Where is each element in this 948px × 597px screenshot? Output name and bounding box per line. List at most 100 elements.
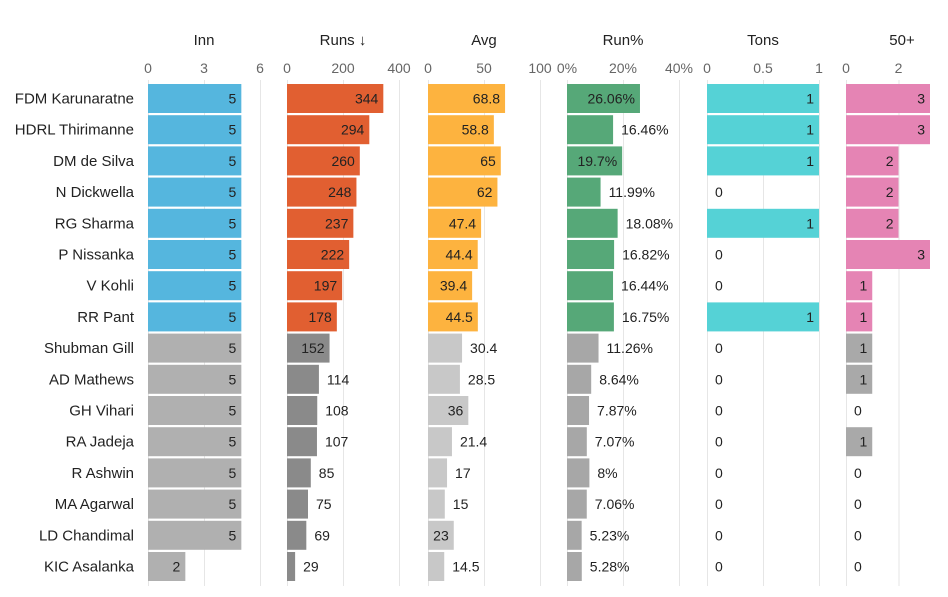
bar-avg: [428, 177, 498, 207]
value-label-fifties: 0: [854, 403, 862, 419]
bar-inn: [148, 146, 242, 176]
bar-tons: [707, 115, 819, 145]
value-label-runs: 197: [314, 278, 338, 294]
value-label-tons: 0: [715, 403, 723, 419]
value-label-runs: 344: [355, 91, 379, 107]
value-label-avg: 68.8: [473, 91, 500, 107]
value-label-fifties: 1: [859, 309, 867, 325]
player-name: DM de Silva: [53, 153, 135, 170]
bar-runs: [287, 333, 330, 363]
value-label-avg: 44.4: [445, 247, 472, 263]
value-label-tons: 0: [715, 527, 723, 543]
value-label-tons: 1: [806, 309, 814, 325]
value-label-tons: 1: [806, 122, 814, 138]
bar-avg: [428, 84, 506, 113]
bar-fifties: [846, 115, 930, 145]
bar-inn: [148, 458, 242, 488]
tick-label-runpct: 0%: [557, 60, 577, 76]
value-label-fifties: 2: [886, 215, 894, 231]
tick-label-inn: 3: [200, 60, 208, 76]
player-name: FDM Karunaratne: [15, 91, 134, 108]
value-label-inn: 5: [229, 215, 237, 231]
value-label-runs: 222: [321, 247, 345, 263]
bar-inn: [148, 427, 242, 457]
bar-fifties: [846, 177, 899, 207]
tick-label-runpct: 20%: [609, 60, 637, 76]
value-label-fifties: 2: [886, 184, 894, 200]
player-name: RR Pant: [77, 309, 135, 326]
bar-inn: [148, 552, 186, 581]
value-label-avg: 17: [455, 465, 471, 481]
column-header-tons: Tons: [747, 32, 779, 49]
bar-inn: [148, 240, 242, 269]
value-label-inn: 5: [229, 184, 237, 200]
tick-label-tons: 0.5: [753, 60, 773, 76]
value-label-runs: 108: [325, 403, 349, 419]
tick-label-inn: 6: [256, 60, 264, 76]
value-label-runs: 69: [314, 527, 330, 543]
value-label-fifties: 1: [859, 340, 867, 356]
bar-avg: [428, 271, 473, 301]
bar-fifties: [846, 84, 930, 113]
bar-avg: [428, 364, 460, 394]
value-label-runpct: 19.7%: [577, 153, 617, 169]
bar-fifties: [846, 364, 873, 394]
value-label-tons: 0: [715, 340, 723, 356]
column-header-runs: Runs ↓: [320, 32, 367, 49]
bar-avg: [428, 115, 494, 145]
tick-label-tons: 0: [703, 60, 711, 76]
value-label-inn: 5: [229, 371, 237, 387]
bar-runpct: [567, 427, 587, 457]
value-label-runpct: 26.06%: [587, 91, 634, 107]
value-label-inn: 5: [229, 247, 237, 263]
bar-fifties: [846, 240, 930, 269]
bar-inn: [148, 84, 242, 113]
tick-label-runs: 200: [331, 60, 355, 76]
value-label-tons: 0: [715, 371, 723, 387]
bar-avg: [428, 552, 445, 581]
value-label-runs: 29: [303, 559, 319, 575]
player-name: R Ashwin: [71, 465, 134, 482]
value-label-avg: 47.4: [449, 215, 476, 231]
bar-runs: [287, 552, 296, 581]
value-label-fifties: 0: [854, 496, 862, 512]
value-label-inn: 5: [229, 465, 237, 481]
bar-inn: [148, 208, 242, 238]
value-label-avg: 30.4: [470, 340, 497, 356]
value-label-tons: 0: [715, 465, 723, 481]
value-label-runs: 75: [316, 496, 332, 512]
value-label-tons: 1: [806, 153, 814, 169]
tick-label-inn: 0: [144, 60, 152, 76]
value-label-runpct: 18.08%: [626, 215, 673, 231]
bar-runpct: [567, 396, 590, 425]
value-label-inn: 5: [229, 153, 237, 169]
bar-fifties: [846, 208, 899, 238]
bar-runpct: [567, 333, 599, 363]
bar-tons: [707, 302, 819, 332]
value-label-fifties: 0: [854, 465, 862, 481]
bar-runs: [287, 302, 337, 332]
bar-avg: [428, 458, 448, 488]
column-header-inn: Inn: [194, 32, 215, 49]
bar-runs: [287, 489, 308, 519]
player-name: LD Chandimal: [39, 527, 134, 544]
bar-runs: [287, 146, 360, 176]
value-label-runs: 248: [328, 184, 352, 200]
value-label-runpct: 7.07%: [595, 434, 635, 450]
bar-runpct: [567, 489, 587, 519]
bar-runs: [287, 396, 318, 425]
column-header-fifties: 50+: [889, 32, 915, 49]
tick-label-tons: 1: [815, 60, 823, 76]
bar-fifties: [846, 271, 873, 301]
value-label-avg: 15: [453, 496, 469, 512]
tick-label-runpct: 40%: [665, 60, 693, 76]
value-label-tons: 1: [806, 91, 814, 107]
value-label-avg: 62: [477, 184, 493, 200]
value-label-runs: 107: [325, 434, 349, 450]
bar-runpct: [567, 115, 614, 145]
value-label-avg: 36: [448, 403, 464, 419]
bar-avg: [428, 520, 454, 550]
bar-avg: [428, 427, 452, 457]
value-label-avg: 39.4: [440, 278, 467, 294]
value-label-fifties: 3: [917, 91, 925, 107]
